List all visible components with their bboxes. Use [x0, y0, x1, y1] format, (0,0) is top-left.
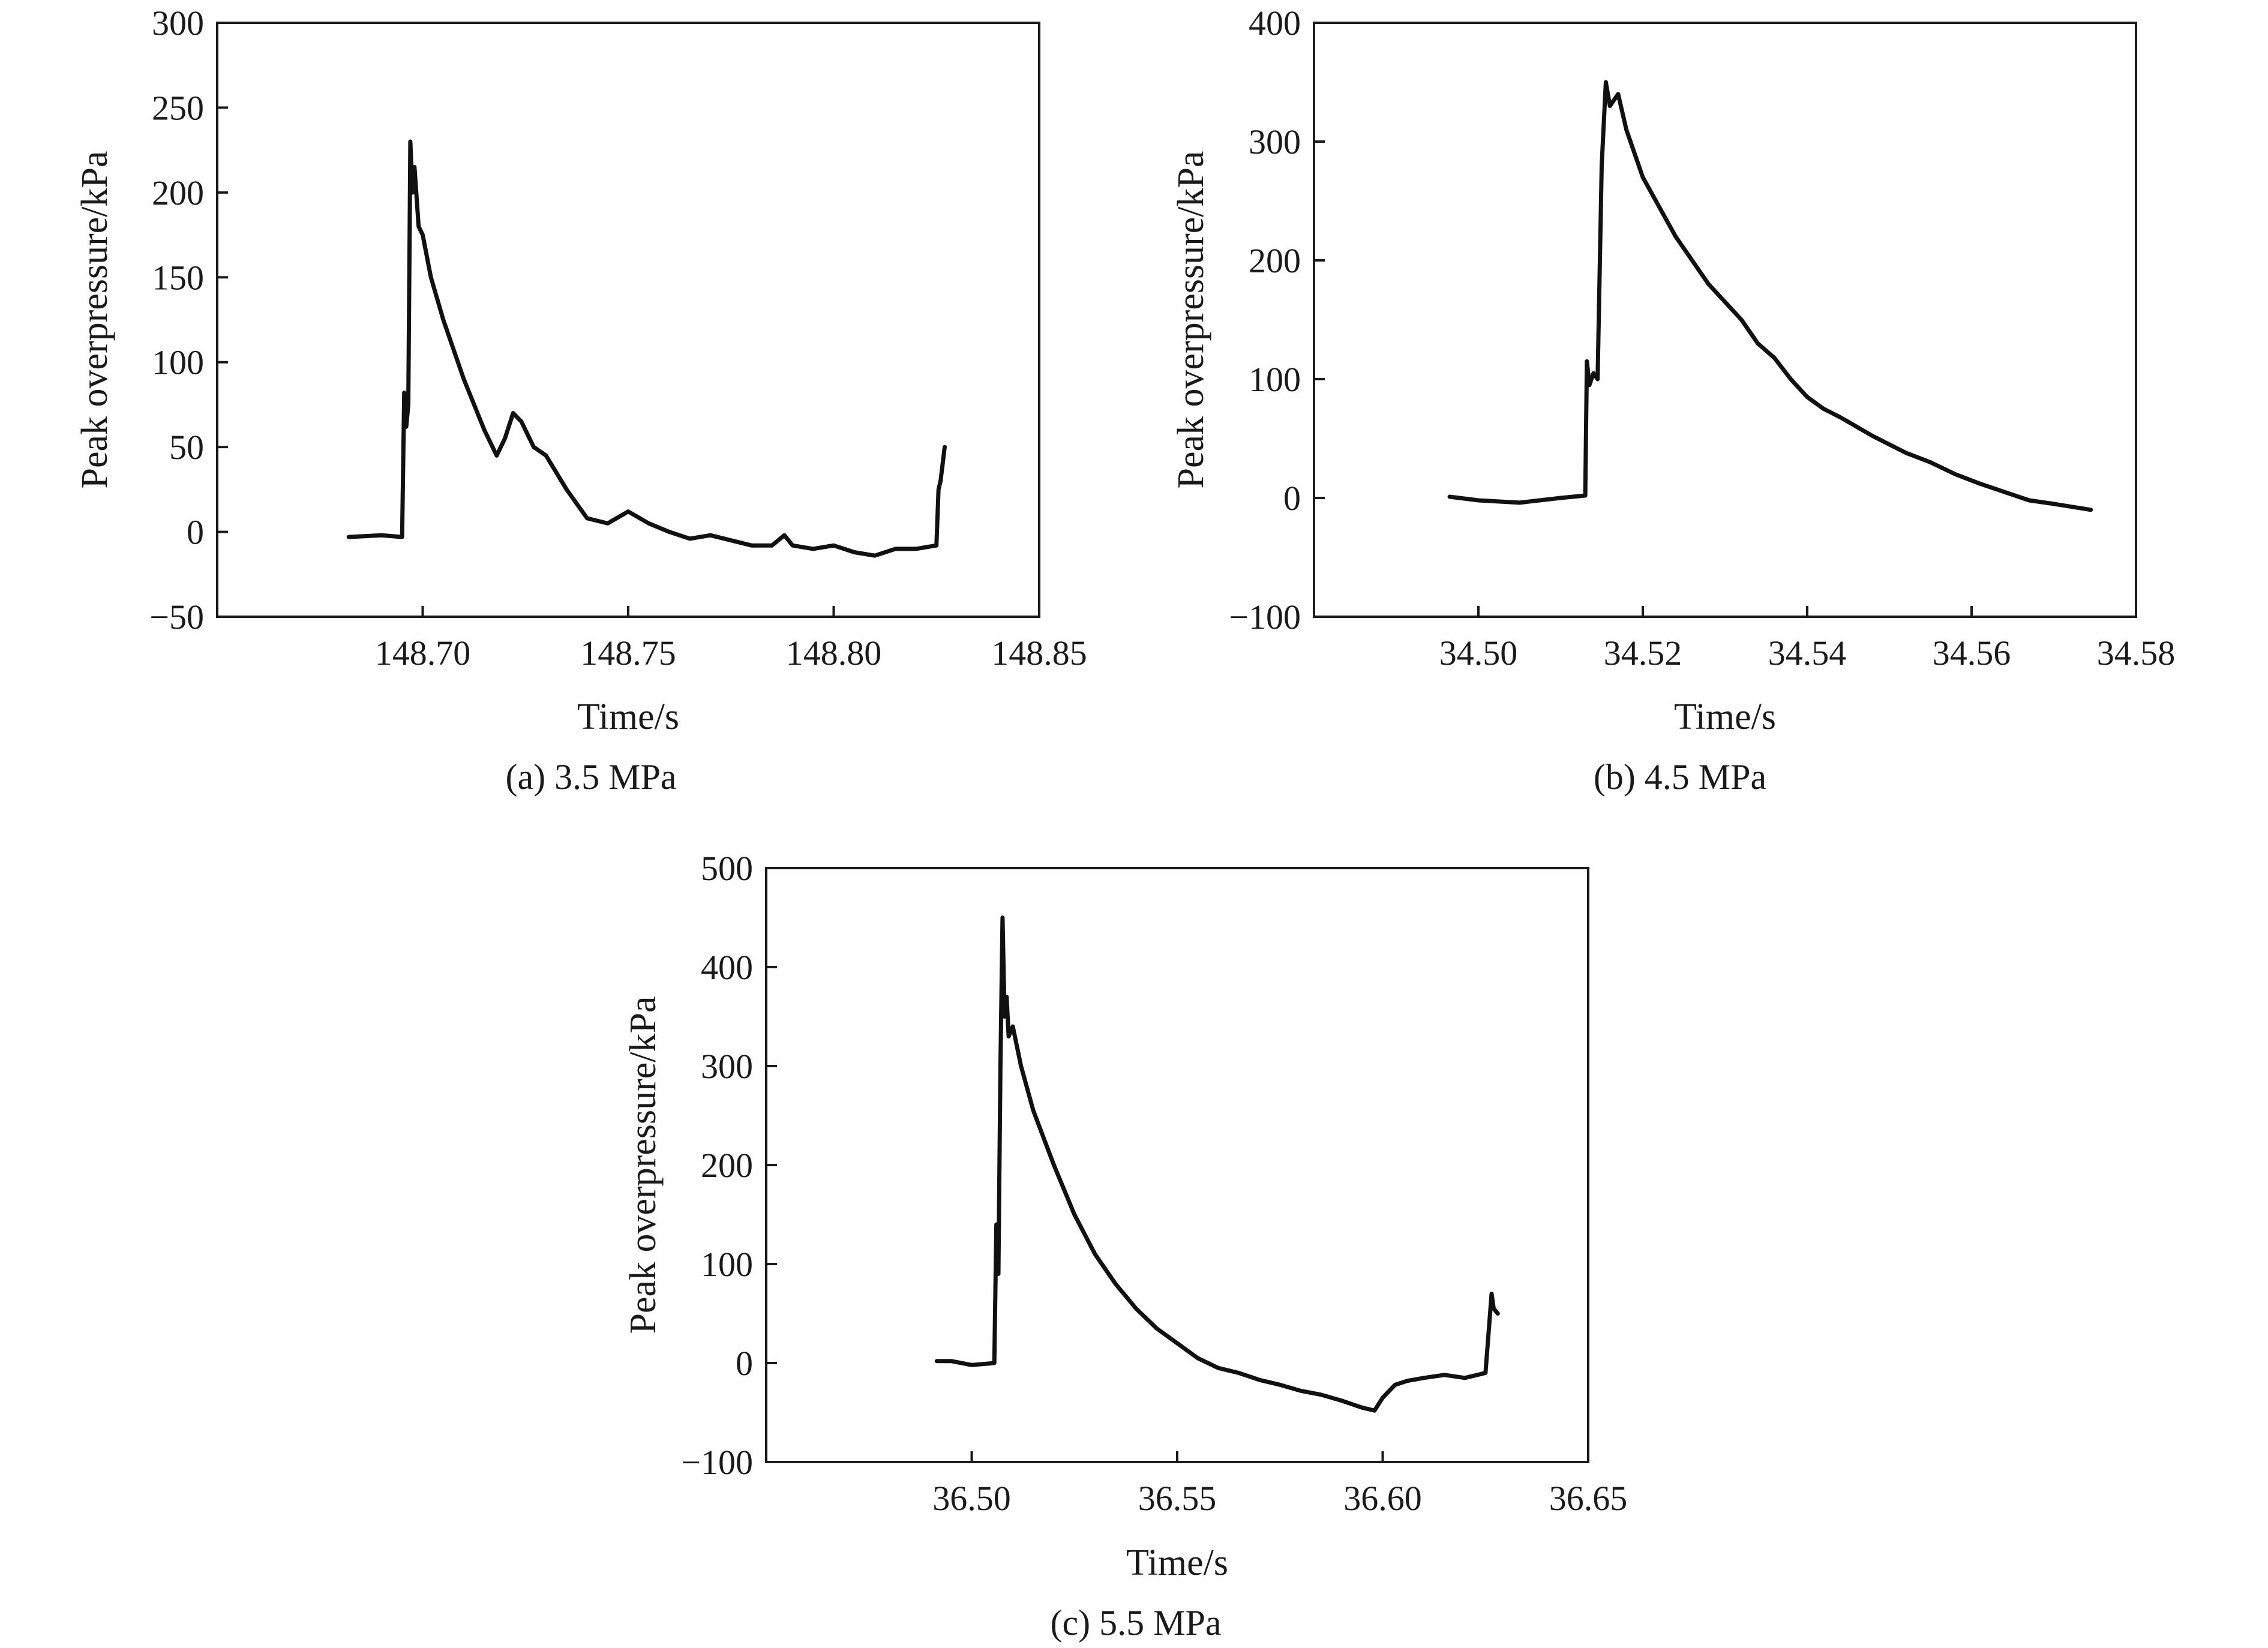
y-tick-label: −100 — [681, 1443, 753, 1482]
x-tick-label: 34.52 — [1604, 634, 1682, 673]
x-tick-label: 34.56 — [1933, 634, 2011, 673]
y-tick-label: 400 — [1249, 4, 1301, 43]
x-axis-title: Time/s — [1126, 1542, 1228, 1583]
chart-panel-2: 500 400 300 200 100 0 −100 36.50 36.55 36.60 36.65… — [623, 849, 1627, 1643]
y-tick-label: 0 — [187, 513, 204, 552]
series-line — [346, 139, 947, 558]
y-tick-label: 50 — [169, 428, 204, 467]
y-tick-label: 500 — [701, 849, 753, 888]
y-tick-label: 300 — [701, 1047, 753, 1086]
x-tick-label: 148.80 — [786, 634, 882, 673]
plot-frame — [765, 867, 1589, 1463]
x-tick-label: 36.65 — [1549, 1479, 1628, 1518]
chart-panel-1: 400 300 200 100 0 −100 34.50 34.52 34.54 34.56 34.… — [1171, 4, 2175, 797]
y-tick-label: −100 — [1229, 598, 1301, 637]
x-axis-title: Time/s — [577, 697, 679, 737]
y-tick-label: 200 — [701, 1146, 753, 1185]
y-tick-label: 100 — [1249, 360, 1301, 399]
y-tick-label: 200 — [152, 173, 204, 212]
panel-caption: (a) 3.5 MPa — [506, 757, 677, 797]
series-line — [1447, 80, 2093, 512]
series-line — [934, 915, 1500, 1413]
y-tick-label: 300 — [152, 4, 204, 43]
plot-frame — [1313, 22, 2137, 618]
y-tick-label: 200 — [1249, 241, 1301, 280]
x-tick-label: 36.60 — [1343, 1479, 1422, 1518]
y-tick-label: −50 — [149, 598, 204, 637]
x-tick-label: 148.70 — [375, 634, 471, 673]
x-axis-title: Time/s — [1674, 697, 1776, 737]
y-tick-label: 100 — [701, 1245, 753, 1284]
plot-frame — [216, 22, 1040, 618]
panel-caption: (b) 4.5 MPa — [1594, 757, 1766, 797]
y-axis-title: Peak overpressure/kPa — [1171, 151, 1211, 489]
y-tick-label: 0 — [1283, 479, 1301, 518]
x-tick-label: 34.50 — [1439, 634, 1518, 673]
x-tick-label: 34.58 — [2097, 634, 2176, 673]
x-tick-label: 148.85 — [991, 634, 1087, 673]
y-tick-label: 400 — [701, 948, 753, 987]
y-tick-label: 100 — [152, 343, 204, 382]
x-tick-label: 148.75 — [580, 634, 676, 673]
panel-caption: (c) 5.5 MPa — [1051, 1603, 1222, 1643]
y-tick-label: 250 — [152, 88, 204, 127]
y-tick-label: 0 — [736, 1344, 753, 1383]
x-tick-label: 34.54 — [1768, 634, 1847, 673]
y-axis-title: Peak overpressure/kPa — [74, 151, 115, 489]
x-tick-label: 36.50 — [932, 1479, 1011, 1518]
y-tick-label: 150 — [152, 258, 204, 297]
y-axis-title: Peak overpressure/kPa — [623, 996, 664, 1334]
chart-panel-0: 300 250 200 150 100 50 0 −50 148.70 148.75 148.80 1… — [74, 4, 1087, 797]
x-tick-label: 36.55 — [1138, 1479, 1217, 1518]
y-tick-label: 300 — [1249, 122, 1301, 161]
